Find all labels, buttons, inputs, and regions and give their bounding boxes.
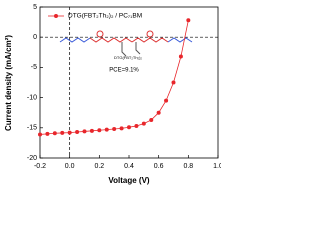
x-tick-label: 0.4 <box>124 163 134 170</box>
x-axis-label: Voltage (V) <box>108 176 150 185</box>
legend-marker <box>54 14 58 18</box>
data-point <box>156 110 161 115</box>
data-point <box>45 131 50 136</box>
data-point <box>178 54 183 59</box>
data-point <box>149 117 154 122</box>
data-point <box>134 123 139 128</box>
y-tick-label: -5 <box>31 64 37 71</box>
y-tick-label: 0 <box>33 34 37 41</box>
data-point <box>141 121 146 126</box>
chart: Voltage (V) Current density (mA/cm²) -0.… <box>4 4 221 185</box>
data-point <box>171 80 176 85</box>
data-point <box>164 98 169 103</box>
data-point <box>97 128 102 133</box>
data-point <box>186 18 191 23</box>
x-tick-label: 0.0 <box>65 163 75 170</box>
plot-frame <box>39 6 219 159</box>
x-tick-label: 0.6 <box>154 163 164 170</box>
x-tick-label: 0.2 <box>94 163 104 170</box>
data-point <box>60 130 65 135</box>
data-point <box>112 127 117 132</box>
legend-label: DTG(FBT₂Th₂)₂ / PC₇₁BM <box>68 13 142 20</box>
data-point <box>82 129 87 134</box>
data-point <box>38 132 42 137</box>
data-point <box>127 125 131 130</box>
y-tick-label: -20 <box>27 155 37 162</box>
annotation: DTG(FBT₂Th₂)₂ <box>114 55 142 60</box>
data-point <box>89 128 94 133</box>
data-point <box>67 130 72 135</box>
y-axis-label: Current density (mA/cm²) <box>4 35 13 131</box>
y-tick-label: 5 <box>33 4 37 11</box>
x-tick-label: -0.2 <box>34 163 46 170</box>
x-tick-label: 1.0 <box>213 163 221 170</box>
x-tick-label: 0.8 <box>183 163 193 170</box>
data-point <box>52 131 57 136</box>
data-point <box>104 127 109 132</box>
molecule <box>59 30 193 57</box>
y-tick-label: -15 <box>27 125 37 132</box>
data-point <box>75 130 80 135</box>
data-point <box>119 126 124 131</box>
annotation: PCE=9.1% <box>109 68 139 74</box>
y-tick-label: -10 <box>27 94 37 101</box>
